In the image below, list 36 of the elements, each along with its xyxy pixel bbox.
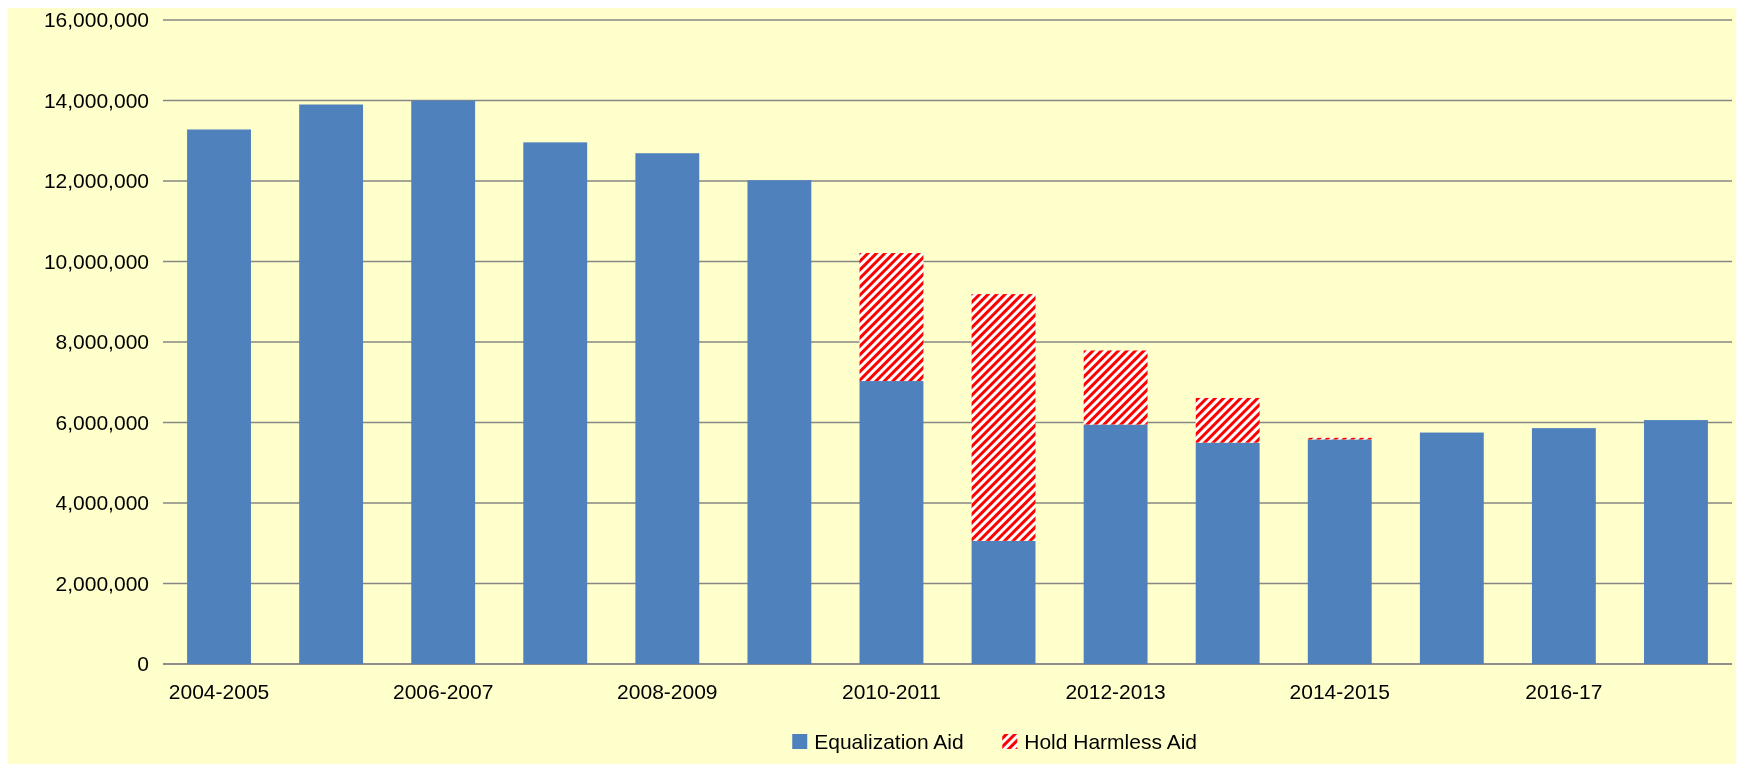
legend-label: Hold Harmless Aid [1024, 730, 1197, 754]
y-tick-label: 6,000,000 [55, 410, 149, 434]
bar [1195, 442, 1260, 664]
bar [635, 153, 700, 664]
bar [971, 540, 1036, 664]
bar [1419, 432, 1484, 664]
bar [1195, 397, 1260, 443]
y-tick-label: 14,000,000 [43, 88, 149, 112]
bar [747, 180, 812, 664]
x-tick-label: 2008-2009 [617, 680, 718, 703]
bar [1083, 350, 1148, 425]
y-tick-label: 16,000,000 [43, 8, 149, 32]
x-tick-label: 2004-2005 [168, 680, 270, 703]
x-tick-label: 2014-2015 [1289, 680, 1390, 703]
y-tick-label: 2,000,000 [55, 571, 149, 595]
bar [971, 294, 1036, 541]
bar [859, 381, 924, 664]
x-tick-label: 2010-2011 [842, 680, 941, 703]
legend-label: Equalization Aid [814, 730, 964, 754]
bar [1531, 428, 1596, 664]
y-tick-label: 12,000,000 [43, 169, 149, 193]
bar [859, 253, 924, 382]
bar [1083, 424, 1148, 664]
y-tick-label: 0 [137, 652, 149, 676]
bar [411, 100, 476, 664]
bar [1644, 420, 1708, 664]
x-tick-label: 2012-2013 [1065, 680, 1166, 703]
bar [523, 142, 588, 664]
x-tick-label: 2006-2007 [392, 680, 494, 703]
bar [1307, 439, 1372, 664]
y-tick-label: 8,000,000 [55, 330, 149, 354]
y-tick-label: 4,000,000 [55, 491, 149, 515]
x-tick-label: 2016-17 [1525, 680, 1603, 703]
y-tick-label: 10,000,000 [43, 249, 149, 273]
bar [187, 129, 251, 664]
bar [299, 104, 364, 664]
